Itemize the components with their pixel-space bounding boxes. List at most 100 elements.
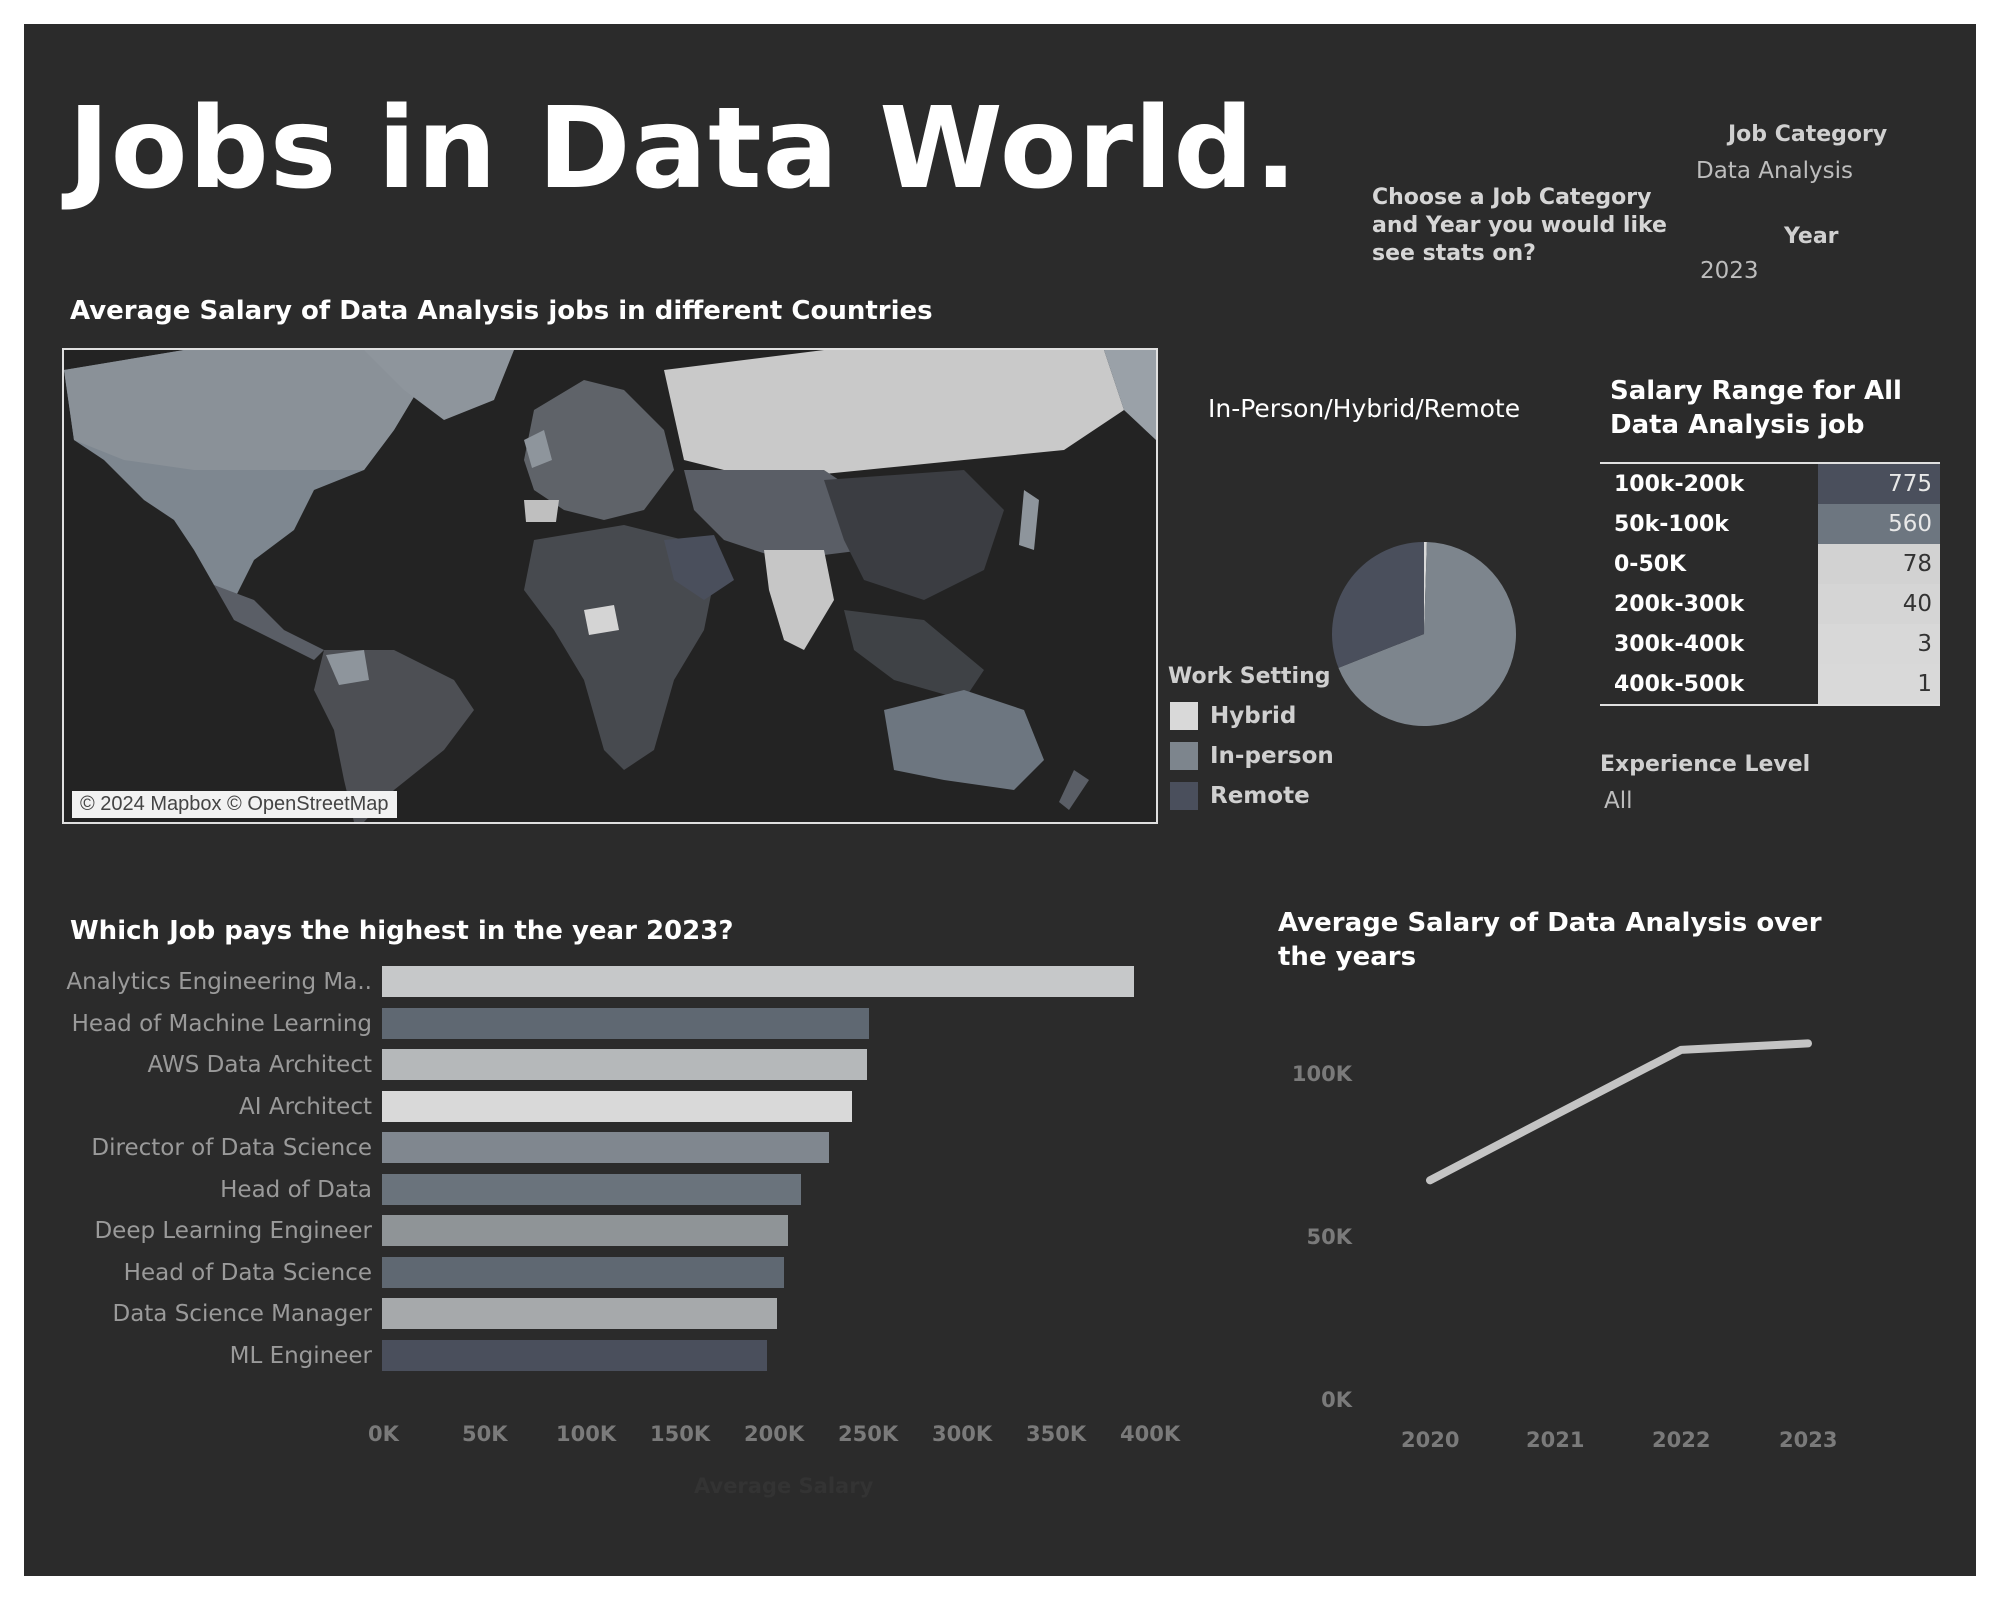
map-region-europe <box>524 380 674 520</box>
bar-x-tick: 150K <box>650 1422 711 1446</box>
bar[interactable] <box>382 1173 802 1205</box>
year-label: Year <box>1784 224 1839 249</box>
bar[interactable] <box>382 1132 830 1163</box>
map-region-southeast-asia <box>844 610 984 700</box>
legend-item-in-person[interactable]: In-person <box>1170 736 1334 776</box>
map-region-far-east <box>1104 350 1156 440</box>
bar-x-tick: 400K <box>1120 1422 1181 1446</box>
bar[interactable] <box>382 1049 868 1080</box>
salary-range-count: 1 <box>1818 664 1940 704</box>
salary-range-label: 300k-400k <box>1614 631 1745 657</box>
bar-category-label: Head of Data Science <box>123 1259 372 1286</box>
salary-range-count: 78 <box>1818 544 1940 584</box>
bar[interactable] <box>382 1256 785 1288</box>
bar-chart-xlabel: Average Salary <box>694 1474 874 1498</box>
map-region-new-zealand <box>1059 770 1089 810</box>
map-region-russia <box>664 350 1124 480</box>
line-x-tick: 2023 <box>1779 1428 1838 1452</box>
salary-range-row[interactable]: 300k-400k 3 <box>1600 624 1940 664</box>
dashboard: Jobs in Data World. Choose a Job Categor… <box>24 24 1976 1576</box>
salary-range-row[interactable]: 400k-500k 1 <box>1600 664 1940 704</box>
bar-category-label: Data Science Manager <box>112 1301 372 1327</box>
bar-x-tick: 100K <box>556 1422 617 1446</box>
page-title: Jobs in Data World. <box>68 84 1299 214</box>
pie-slice-remote[interactable] <box>1332 542 1424 668</box>
salary-range-row[interactable]: 0-50K 78 <box>1600 544 1940 584</box>
map-region-saudi-arabia <box>664 535 734 600</box>
line-chart-title: Average Salary of Data Analysis over the… <box>1278 908 1822 972</box>
bar-x-tick: 300K <box>932 1422 993 1446</box>
filter-prompt: Choose a Job Category and Year you would… <box>1372 185 1667 266</box>
map-attribution: © 2024 Mapbox © OpenStreetMap <box>72 791 397 818</box>
pie-slice-hybrid[interactable] <box>1424 542 1427 634</box>
salary-range-label: 50k-100k <box>1614 511 1729 537</box>
bar-category-label: Head of Data <box>220 1176 372 1203</box>
salary-range-row[interactable]: 100k-200k 775 <box>1600 464 1940 504</box>
map-canvas <box>64 350 1156 822</box>
map-region-nigeria <box>584 605 619 635</box>
map-region-japan <box>1019 490 1039 550</box>
legend-label-in-person: In-person <box>1210 743 1334 769</box>
salary-range-count: 560 <box>1818 504 1940 544</box>
salary-range-label: 100k-200k <box>1614 471 1745 497</box>
map-region-china <box>824 470 1004 600</box>
line-y-tick: 100K <box>1291 1062 1352 1086</box>
line-chart: 0K 50K 100K 2020 2021 2022 2023 <box>1254 1004 1894 1452</box>
world-map[interactable]: © 2024 Mapbox © OpenStreetMap <box>62 348 1158 824</box>
line-y-tick: 50K <box>1306 1225 1353 1249</box>
bar-x-tick: 350K <box>1026 1422 1087 1446</box>
line-x-tick: 2021 <box>1526 1428 1585 1452</box>
bar-category-label: Director of Data Science <box>91 1135 372 1161</box>
legend-item-remote[interactable]: Remote <box>1170 776 1334 816</box>
bar-category-label: ML Engineer <box>229 1342 372 1369</box>
map-region-canada <box>64 350 424 470</box>
experience-level-label: Experience Level <box>1600 752 1811 777</box>
line-y-tick: 0K <box>1321 1388 1352 1412</box>
bar-chart: Analytics Engineering Ma.. Head of Machin… <box>24 966 1204 1498</box>
salary-range-row[interactable]: 200k-300k 40 <box>1600 584 1940 624</box>
bar-category-label: AI Architect <box>239 1093 372 1120</box>
line-series-average-salary[interactable] <box>1426 1039 1812 1185</box>
map-region-greenland <box>364 350 514 420</box>
bar[interactable] <box>382 1298 777 1329</box>
salary-range-title-line2: Data Analysis job <box>1610 410 1865 440</box>
bar-category-label: Analytics Engineering Ma.. <box>66 969 372 995</box>
map-region-africa <box>524 525 714 770</box>
salary-range-label: 0-50K <box>1614 551 1687 577</box>
bar-category-label: Deep Learning Engineer <box>94 1218 372 1244</box>
line-x-tick: 2022 <box>1652 1428 1711 1452</box>
map-title: Average Salary of Data Analysis jobs in … <box>70 296 933 326</box>
bar[interactable] <box>382 1339 768 1371</box>
pie-chart <box>1332 542 1516 726</box>
legend-label-hybrid: Hybrid <box>1210 703 1297 729</box>
salary-range-count: 775 <box>1818 464 1940 504</box>
salary-range-row[interactable]: 50k-100k 560 <box>1600 504 1940 544</box>
experience-level-dropdown[interactable]: All <box>1604 788 1633 814</box>
salary-range-label: 200k-300k <box>1614 591 1745 617</box>
bar-chart-title: Which Job pays the highest in the year 2… <box>70 916 734 946</box>
legend-label-remote: Remote <box>1210 783 1310 809</box>
map-region-uk <box>524 430 552 468</box>
bar-x-tick: 0K <box>368 1422 399 1446</box>
bar[interactable] <box>382 1007 869 1039</box>
map-region-spain <box>524 500 559 522</box>
line-x-tick: 2020 <box>1401 1428 1460 1452</box>
bar-category-label: Head of Machine Learning <box>71 1010 372 1037</box>
work-setting-legend: Hybrid In-person Remote <box>1170 696 1334 816</box>
job-category-dropdown[interactable]: Data Analysis <box>1696 158 1853 184</box>
bar[interactable] <box>382 1215 789 1246</box>
salary-range-table: 100k-200k 775 50k-100k 560 0-50K 78 200k-300k 4… <box>1600 462 1940 706</box>
map-region-india <box>764 550 834 650</box>
bar[interactable] <box>382 1090 852 1122</box>
bar-x-tick: 50K <box>462 1422 508 1446</box>
legend-item-hybrid[interactable]: Hybrid <box>1170 696 1334 736</box>
line-chart-svg <box>1426 1039 1812 1185</box>
job-category-label: Job Category <box>1728 122 1888 147</box>
salary-range-title-line1: Salary Range for All <box>1610 376 1902 406</box>
salary-range-count: 40 <box>1818 584 1940 624</box>
year-dropdown[interactable]: 2023 <box>1700 258 1759 284</box>
pie-slice-in-person[interactable] <box>1338 542 1516 726</box>
bar[interactable] <box>382 966 1134 997</box>
pie-title: In-Person/Hybrid/Remote <box>1208 394 1521 423</box>
map-region-south-america <box>314 650 474 822</box>
